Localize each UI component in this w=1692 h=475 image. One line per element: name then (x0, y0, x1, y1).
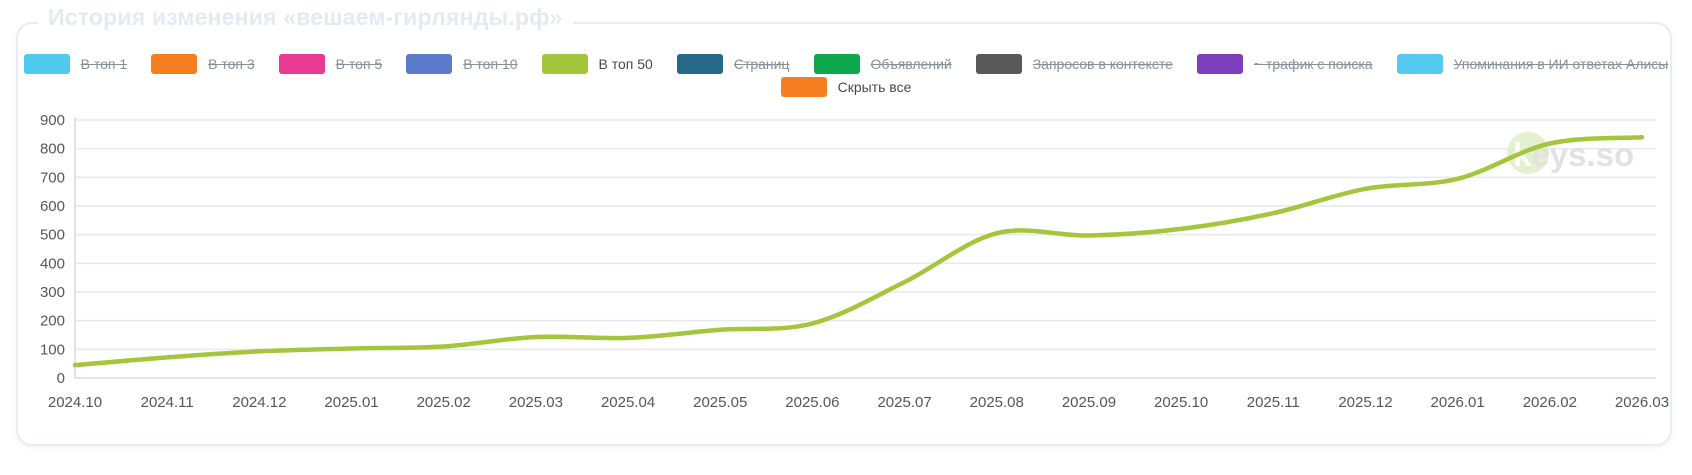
x-tick-label: 2024.10 (48, 394, 102, 411)
x-tick-label: 2025.03 (509, 394, 563, 411)
x-tick-label: 2026.03 (1615, 394, 1669, 411)
legend-row-main: В топ 1 В топ 3 В топ 5 В топ 10 В топ 50 Стр… (20, 54, 1672, 74)
legend-row-hide-all: Скрыть все (20, 77, 1672, 97)
x-tick-label: 2025.11 (1247, 394, 1300, 411)
y-tick-label: 600 (40, 198, 65, 215)
legend-label-hide-all: Скрыть все (838, 79, 912, 95)
legend-swatch-8 (1197, 54, 1243, 74)
y-tick-label: 200 (40, 313, 65, 330)
legend-label-0: В топ 1 (81, 56, 128, 72)
gridlines: 0 100 200 300 400 500 600 700 800 900 (40, 112, 1656, 387)
legend-swatch-4 (542, 54, 588, 74)
legend-label-6: Объявлений (871, 56, 952, 72)
legend-item-hide-all[interactable]: Скрыть все (781, 77, 912, 97)
x-tick-label: 2025.08 (970, 394, 1024, 411)
legend-label-1: В топ 3 (208, 56, 255, 72)
legend-label-7: Запросов в контексте (1033, 56, 1173, 72)
legend-label-5: Страниц (734, 56, 790, 72)
legend-swatch-0 (24, 54, 70, 74)
x-tick-label: 2025.09 (1062, 394, 1116, 411)
x-tick-label: 2025.10 (1154, 394, 1208, 411)
x-tick-label: 2025.04 (601, 394, 655, 411)
y-tick-label: 700 (40, 169, 65, 186)
legend-swatch-5 (677, 54, 723, 74)
legend-item-0[interactable]: В топ 1 (24, 54, 128, 74)
legend-label-2: В топ 5 (336, 56, 383, 72)
legend-item-4[interactable]: В топ 50 (542, 54, 653, 74)
legend-swatch-7 (976, 54, 1022, 74)
legend-swatch-9 (1397, 54, 1443, 74)
legend-label-3: В топ 10 (463, 56, 517, 72)
x-tick-label: 2024.12 (232, 394, 286, 411)
history-panel: История изменения «вешаем-гирлянды.рф» В… (0, 0, 1692, 475)
y-tick-label: 100 (40, 341, 65, 358)
legend-item-1[interactable]: В топ 3 (151, 54, 255, 74)
x-tick-label: 2025.02 (417, 394, 471, 411)
x-tick-label: 2026.01 (1431, 394, 1485, 411)
x-tick-label: 2025.06 (785, 394, 839, 411)
x-tick-label: 2026.02 (1523, 394, 1577, 411)
legend-swatch-1 (151, 54, 197, 74)
legend-swatch-hide-all (781, 77, 827, 97)
legend-item-8[interactable]: ~ трафик с поиска (1197, 54, 1373, 74)
x-tick-label: 2024.11 (141, 394, 194, 411)
legend-item-6[interactable]: Объявлений (814, 54, 952, 74)
legend-item-7[interactable]: Запросов в контексте (976, 54, 1173, 74)
y-tick-label: 300 (40, 284, 65, 301)
chart-title: История изменения «вешаем-гирлянды.рф» (38, 4, 573, 31)
y-tick-label: 800 (40, 141, 65, 158)
legend-swatch-2 (279, 54, 325, 74)
legend-item-2[interactable]: В топ 5 (279, 54, 383, 74)
chart-legend: В топ 1 В топ 3 В топ 5 В топ 10 В топ 50 Стр… (20, 54, 1672, 100)
legend-item-9[interactable]: Упоминания в ИИ ответах Алисы (1397, 54, 1669, 74)
legend-label-8: ~ трафик с поиска (1254, 56, 1373, 72)
legend-swatch-3 (406, 54, 452, 74)
legend-item-5[interactable]: Страниц (677, 54, 790, 74)
x-tick-label: 2025.12 (1338, 394, 1392, 411)
x-tick-label: 2025.01 (324, 394, 378, 411)
y-tick-label: 900 (40, 112, 65, 129)
legend-label-9: Упоминания в ИИ ответах Алисы (1454, 56, 1669, 72)
series-line-top50[interactable] (75, 137, 1642, 365)
legend-swatch-6 (814, 54, 860, 74)
y-tick-label: 0 (57, 370, 65, 387)
y-tick-label: 400 (40, 255, 65, 272)
x-tick-label: 2025.05 (693, 394, 747, 411)
legend-label-4: В топ 50 (599, 56, 653, 72)
y-tick-label: 500 (40, 227, 65, 244)
x-axis-labels: 2024.10 2024.11 2024.12 2025.01 2025.02 2025.… (48, 394, 1669, 411)
x-tick-label: 2025.07 (877, 394, 931, 411)
legend-item-3[interactable]: В топ 10 (406, 54, 517, 74)
